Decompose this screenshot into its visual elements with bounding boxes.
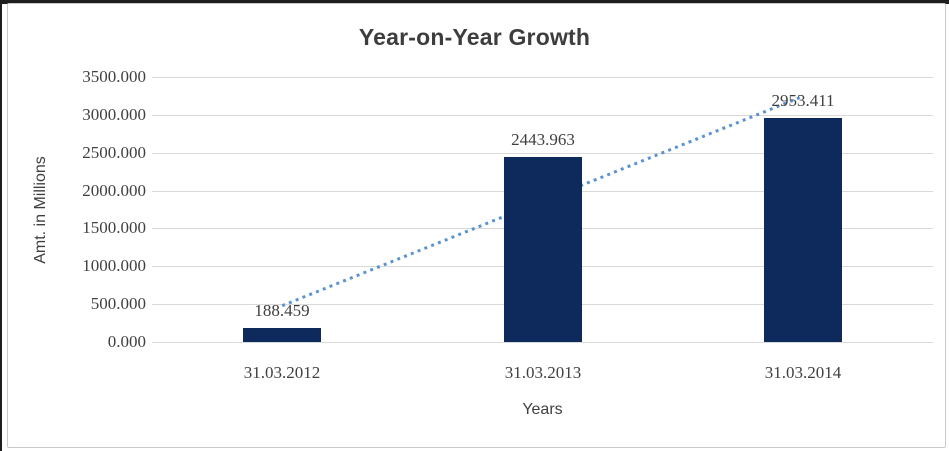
y-tick-label: 3000.000 [82, 105, 146, 124]
bar-31.03.2012[interactable] [243, 328, 321, 342]
gridline [152, 153, 933, 154]
data-label: 188.459 [254, 301, 310, 320]
y-tick-label: 1000.000 [82, 256, 146, 275]
y-tick-label: 500.000 [90, 294, 146, 313]
plot-area: 188.459 2443.963 2953.411 [152, 77, 933, 343]
trendline[interactable] [152, 77, 933, 342]
x-tick-label: 31.03.2012 [243, 363, 321, 382]
gridline [152, 77, 933, 78]
y-axis-title: Amt. in Millions [32, 156, 49, 264]
y-tick-label: 2500.000 [82, 143, 146, 162]
x-axis-title: Years [522, 401, 563, 418]
data-label: 2953.411 [771, 91, 835, 110]
x-tick-label: 31.03.2014 [764, 363, 842, 382]
data-label: 2443.963 [511, 130, 575, 149]
chart-object-border [7, 3, 946, 448]
y-tick-label: 1500.000 [82, 218, 146, 237]
bar-31.03.2014[interactable] [764, 118, 842, 342]
left-edge-line [0, 0, 2, 451]
y-tick-label: 0.000 [107, 332, 146, 351]
y-tick-label: 3500.000 [82, 67, 146, 86]
x-tick-label: 31.03.2013 [504, 363, 582, 382]
bar-31.03.2013[interactable] [504, 157, 582, 342]
gridline [152, 115, 933, 116]
y-tick-label: 2000.000 [82, 181, 146, 200]
chart-title: Year-on-Year Growth [358, 24, 591, 50]
top-edge-line [0, 0, 949, 4]
gridline [152, 342, 933, 343]
